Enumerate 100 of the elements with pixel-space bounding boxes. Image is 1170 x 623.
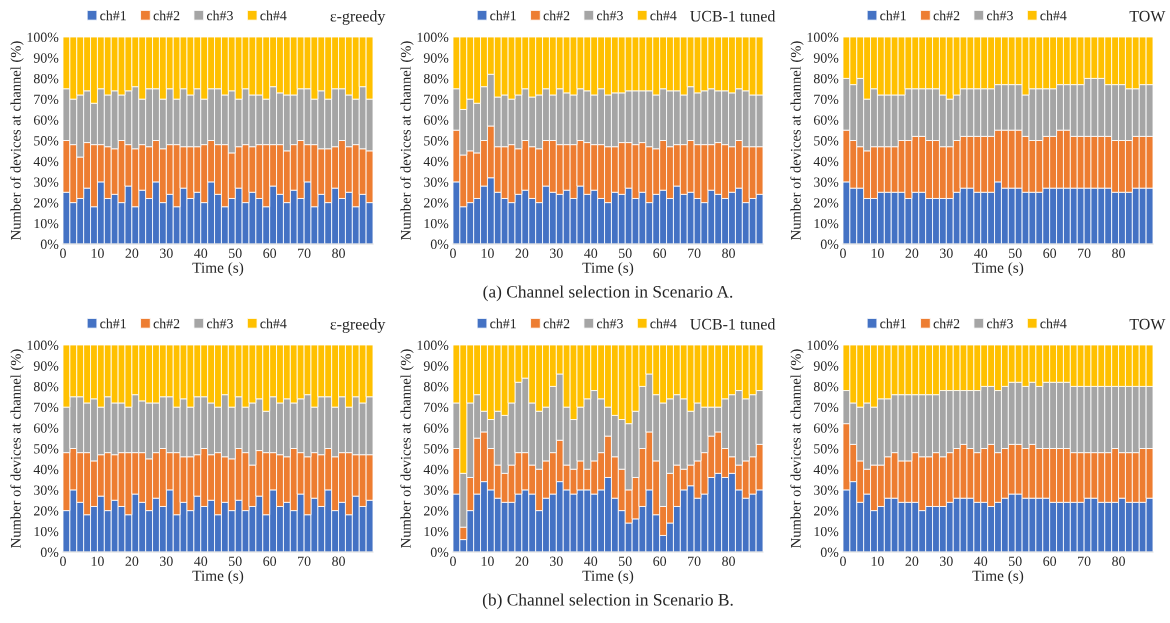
legend-label: ch#1 — [880, 10, 906, 21]
legend-label: ch#2 — [543, 10, 570, 21]
x-tick-label: 80 — [1112, 248, 1125, 258]
x-tick-label: 70 — [298, 556, 311, 566]
x-axis-title: Time (s) — [192, 262, 244, 277]
y-tick-label: 60% — [33, 423, 59, 433]
y-tick-label: 70% — [424, 402, 449, 413]
y-tick-label: 0% — [430, 547, 449, 557]
y-tick-label: 80% — [813, 381, 839, 392]
x-tick-label: 10 — [91, 248, 104, 258]
y-tick-label: 40% — [423, 156, 449, 167]
y-tick-label: 50% — [34, 444, 59, 454]
y-tick-label: 20% — [423, 198, 449, 208]
y-tick-label: 50% — [424, 136, 449, 146]
legend-label: ch#2 — [933, 318, 960, 329]
x-tick-label: 10 — [871, 248, 884, 258]
x-tick-label: 0 — [840, 556, 846, 566]
x-tick-label: 0 — [60, 556, 66, 566]
x-tick-label: 30 — [940, 556, 953, 566]
x-tick-label: 10 — [871, 556, 884, 566]
y-tick-label: 80% — [813, 73, 839, 84]
chart-title: TOW — [1129, 318, 1166, 330]
y-tick-label: 80% — [423, 73, 449, 84]
x-tick-label: 80 — [332, 556, 345, 566]
y-tick-label: 100% — [417, 32, 449, 42]
legend-label: ch#2 — [153, 10, 180, 21]
legend-label: ch#3 — [986, 10, 1013, 21]
y-tick-label: 90% — [33, 361, 59, 371]
x-tick-label: 30 — [940, 248, 953, 258]
x-tick-label: 40 — [584, 556, 598, 566]
y-tick-label: 100% — [417, 340, 449, 350]
x-tick-label: 20 — [515, 556, 529, 566]
x-tick-label: 60 — [263, 556, 277, 566]
x-axis-title: Time (s) — [972, 262, 1024, 277]
y-axis-title: Number of devices at channel (%) — [400, 349, 414, 548]
y-tick-label: 10% — [814, 526, 839, 537]
x-tick-label: 80 — [1112, 556, 1125, 566]
y-tick-label: 60% — [423, 423, 449, 433]
legend-label: ch#2 — [933, 10, 960, 21]
y-tick-label: 20% — [813, 506, 839, 516]
y-tick-label: 90% — [33, 53, 59, 63]
x-tick-label: 50 — [619, 556, 632, 566]
y-tick-label: 20% — [813, 198, 839, 208]
y-tick-label: 90% — [423, 53, 449, 63]
legend-label: ch#4 — [260, 10, 287, 21]
y-tick-label: 10% — [34, 218, 59, 229]
chart-title: UCB-1 tuned — [690, 318, 776, 330]
x-tick-label: 0 — [840, 248, 846, 258]
x-axis-title: Time (s) — [582, 262, 634, 277]
x-tick-label: 50 — [1009, 248, 1022, 258]
legend-label: ch#4 — [650, 10, 677, 21]
y-axis-title: Number of devices at channel (%) — [10, 349, 24, 548]
legend-label: ch#4 — [650, 318, 677, 329]
x-tick-label: 30 — [550, 248, 563, 258]
x-tick-label: 0 — [450, 556, 456, 566]
legend-label: ch#4 — [1040, 10, 1067, 21]
x-tick-label: 0 — [60, 248, 66, 258]
x-tick-label: 10 — [481, 248, 494, 258]
x-tick-label: 60 — [1043, 248, 1057, 258]
x-tick-label: 50 — [229, 556, 242, 566]
y-tick-label: 30% — [34, 485, 59, 495]
x-axis-title: Time (s) — [972, 570, 1024, 585]
y-tick-label: 90% — [423, 361, 449, 371]
y-tick-label: 90% — [813, 361, 839, 371]
chart-title: ε-greedy — [330, 10, 386, 25]
x-tick-label: 30 — [160, 556, 173, 566]
legend-label: ch#3 — [596, 10, 623, 21]
y-tick-label: 40% — [813, 156, 839, 167]
x-tick-label: 60 — [653, 248, 667, 258]
legend-label: ch#1 — [100, 10, 126, 21]
y-tick-label: 30% — [424, 177, 449, 187]
y-tick-label: 40% — [33, 156, 59, 167]
y-tick-label: 80% — [423, 381, 449, 392]
x-tick-label: 40 — [194, 556, 208, 566]
y-tick-label: 70% — [814, 94, 839, 105]
y-tick-label: 60% — [813, 115, 839, 125]
x-tick-label: 10 — [481, 556, 494, 566]
y-tick-label: 10% — [424, 526, 449, 537]
x-tick-label: 50 — [619, 248, 632, 258]
y-tick-label: 90% — [813, 53, 839, 63]
x-tick-label: 40 — [974, 556, 988, 566]
text: (a) Channel selection in Scenario A. — [483, 285, 733, 302]
y-tick-label: 0% — [40, 239, 59, 249]
y-tick-label: 30% — [814, 485, 839, 495]
y-tick-label: 20% — [423, 506, 449, 516]
legend-label: ch#3 — [986, 318, 1013, 329]
x-tick-label: 80 — [722, 556, 735, 566]
y-tick-label: 70% — [34, 402, 59, 413]
x-tick-label: 60 — [263, 248, 277, 258]
y-tick-label: 20% — [33, 506, 59, 516]
x-tick-label: 20 — [125, 556, 139, 566]
y-tick-label: 100% — [27, 32, 59, 42]
legend-label: ch#1 — [880, 318, 906, 329]
legend-label: ch#1 — [100, 318, 126, 329]
y-tick-label: 100% — [807, 340, 839, 350]
x-tick-label: 40 — [974, 248, 988, 258]
chart-title: ε-greedy — [330, 318, 386, 333]
x-tick-label: 70 — [688, 248, 701, 258]
y-tick-label: 70% — [814, 402, 839, 413]
y-axis-title: Number of devices at channel (%) — [790, 41, 804, 240]
